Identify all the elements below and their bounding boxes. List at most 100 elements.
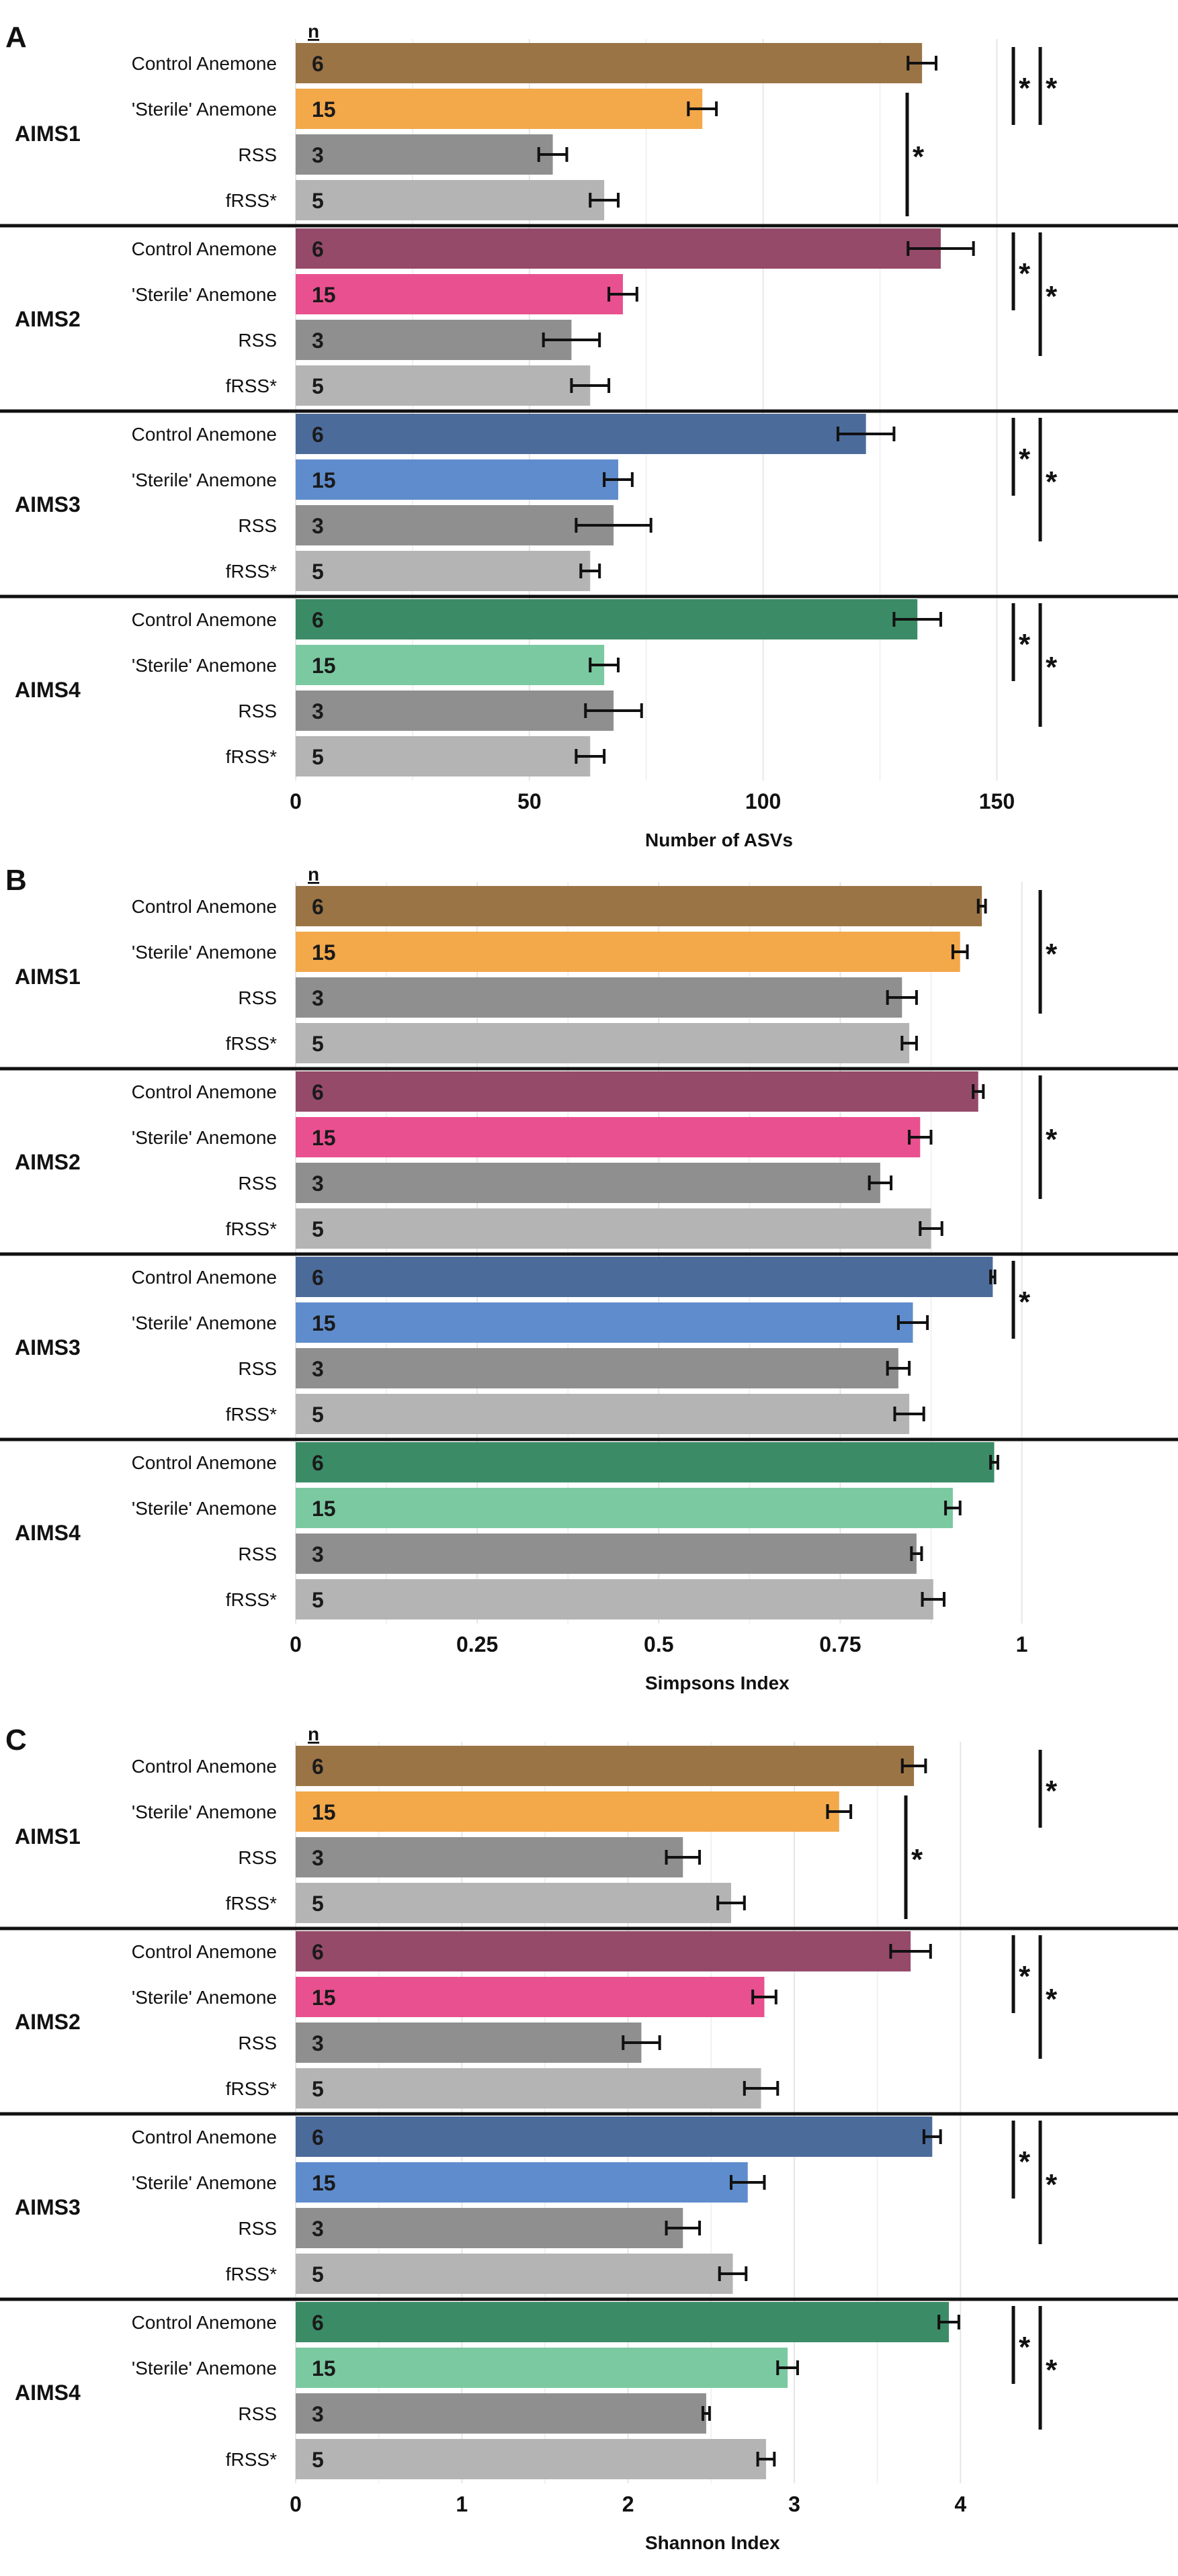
category-label: RSS [238, 144, 277, 165]
n-label: 15 [312, 468, 336, 492]
category-label: Control Anemone [132, 609, 277, 630]
n-label: 6 [312, 1755, 324, 1779]
n-label: 3 [312, 514, 324, 538]
bar [296, 551, 591, 591]
bar [296, 599, 918, 639]
group-aims3: AIMS3 Control Anemone 6 'Sterile' Anemone 15… [0, 409, 1178, 591]
bar [296, 43, 923, 83]
category-label: RSS [238, 1358, 277, 1379]
significance-star: * [1046, 938, 1058, 971]
group-aims1: AIMS1 Control Anemone 6 'Sterile' Anemone 15… [15, 43, 1058, 220]
n-label: 6 [312, 1080, 324, 1104]
x-tick-label: 4 [954, 2492, 966, 2516]
category-label: fRSS* [226, 375, 277, 396]
category-label: Control Anemone [132, 424, 277, 445]
category-label: 'Sterile' Anemone [132, 2358, 277, 2379]
bar [296, 274, 623, 314]
category-label: RSS [238, 987, 277, 1008]
group-label: AIMS4 [15, 1521, 81, 1545]
x-tick-label: 0 [290, 2492, 302, 2516]
n-label: 15 [312, 283, 336, 307]
category-label: Control Anemone [132, 1267, 277, 1288]
n-label: 5 [312, 2262, 324, 2286]
bar [296, 1163, 880, 1203]
significance-star: * [1019, 443, 1031, 476]
bar [296, 2302, 950, 2342]
x-tick-label: 0 [290, 789, 302, 813]
category-label: 'Sterile' Anemone [132, 1498, 277, 1519]
x-tick-label: 0.75 [819, 1632, 861, 1656]
x-axis-label: Shannon Index [645, 2532, 780, 2553]
n-label: 5 [312, 2448, 324, 2472]
category-label: Control Anemone [132, 1941, 277, 1962]
category-label: Control Anemone [132, 2312, 277, 2333]
group-label: AIMS3 [15, 492, 81, 517]
category-label: RSS [238, 1847, 277, 1868]
bar [296, 1302, 913, 1343]
panel-label: B [5, 864, 27, 897]
category-label: fRSS* [226, 561, 277, 582]
category-label: 'Sterile' Anemone [132, 470, 277, 490]
n-label: 6 [312, 423, 324, 447]
n-label: 15 [312, 1800, 336, 1824]
bar [296, 736, 591, 776]
bar [296, 1837, 683, 1877]
bar [296, 2162, 748, 2203]
category-label: RSS [238, 2033, 277, 2053]
category-label: fRSS* [226, 1404, 277, 1425]
group-aims1: AIMS1 Control Anemone 6 'Sterile' Anemone 15… [15, 886, 1058, 1063]
category-label: Control Anemone [132, 1081, 277, 1102]
bar [296, 1791, 839, 1832]
n-label: 15 [312, 97, 336, 122]
bar [296, 180, 605, 220]
significance-star: * [1019, 1960, 1031, 1993]
n-header: n [308, 1724, 319, 1744]
category-label: fRSS* [226, 2264, 277, 2284]
bar [296, 2068, 761, 2108]
n-label: 15 [312, 1311, 336, 1335]
n-label: 3 [312, 1846, 324, 1870]
significance-star: * [1046, 1983, 1058, 2016]
x-tick-label: 3 [788, 2492, 800, 2516]
group-label: AIMS1 [15, 965, 81, 989]
category-label: fRSS* [226, 2078, 277, 2099]
n-label: 15 [312, 654, 336, 678]
n-label: 3 [312, 143, 324, 167]
n-label: 3 [312, 1171, 324, 1196]
category-label: fRSS* [226, 1893, 277, 1914]
bar [296, 505, 614, 545]
bar [296, 134, 553, 175]
n-label: 3 [312, 2402, 324, 2426]
bar [296, 2023, 642, 2063]
bar [296, 1257, 993, 1297]
n-label: 6 [312, 2125, 324, 2149]
bar [296, 1488, 953, 1528]
category-label: Control Anemone [132, 2127, 277, 2147]
group-aims4: AIMS4 Control Anemone 6 'Sterile' Anemone 15… [0, 594, 1178, 776]
x-tick-label: 0.5 [644, 1632, 673, 1656]
group-aims3: AIMS3 Control Anemone 6 'Sterile' Anemone 15… [0, 1252, 1178, 1434]
category-label: fRSS* [226, 190, 277, 211]
n-label: 3 [312, 1357, 324, 1381]
category-label: 'Sterile' Anemone [132, 1127, 277, 1148]
n-label: 15 [312, 1126, 336, 1150]
bar [296, 365, 591, 406]
n-label: 6 [312, 52, 324, 76]
significance-star: * [913, 140, 925, 173]
n-label: 15 [312, 2171, 336, 2195]
bar [296, 2348, 788, 2388]
category-label: Control Anemone [132, 1756, 277, 1777]
n-label: 5 [312, 1403, 324, 1427]
panel-label: A [5, 21, 27, 54]
n-label: 5 [312, 374, 324, 398]
category-label: 'Sterile' Anemone [132, 284, 277, 305]
category-label: fRSS* [226, 2449, 277, 2470]
category-label: 'Sterile' Anemone [132, 1313, 277, 1333]
significance-star: * [1019, 628, 1031, 661]
bar [296, 1977, 765, 2017]
group-aims1: AIMS1 Control Anemone 6 'Sterile' Anemone 15… [15, 1746, 1058, 1923]
